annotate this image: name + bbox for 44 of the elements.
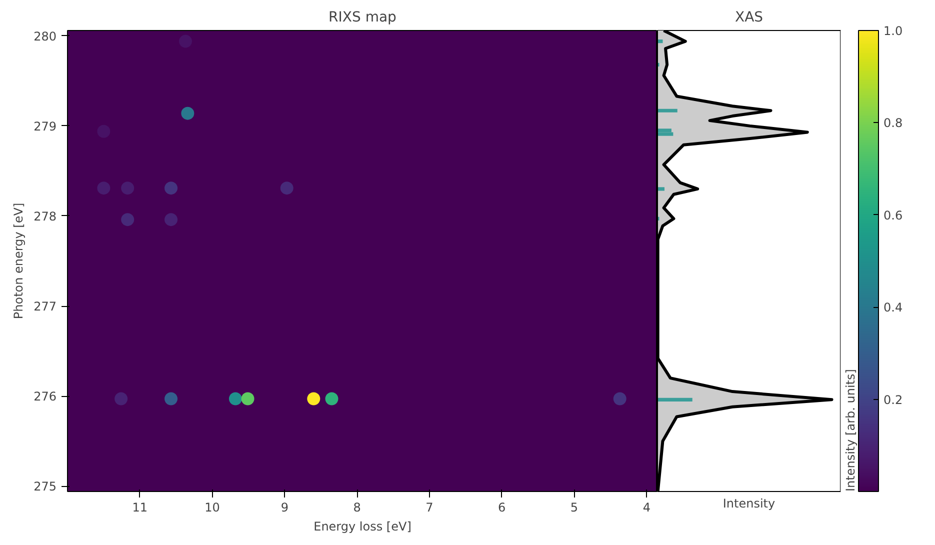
color-bar-label: 0.8 <box>884 116 903 130</box>
color-bar-label: 0.4 <box>884 300 903 315</box>
bar <box>658 108 678 112</box>
x-tick-label: 9 <box>280 500 288 514</box>
chart-title: XAS <box>734 10 764 26</box>
bar <box>658 132 674 136</box>
x-tick-label: 6 <box>498 500 506 514</box>
point <box>97 182 110 195</box>
x-tick-label: 7 <box>426 500 434 514</box>
x-tick-label: 10 <box>204 500 220 514</box>
bar <box>658 128 672 132</box>
y-tick-label: 275 <box>34 480 56 494</box>
point <box>241 392 254 406</box>
x-tick-label: 8 <box>353 500 361 514</box>
point <box>181 106 194 120</box>
point <box>325 392 338 406</box>
color-bar-label: 0.6 <box>884 208 903 222</box>
x-tick-label: 5 <box>570 500 578 514</box>
y-tick-label: 280 <box>34 29 56 44</box>
y-tick-label: 276 <box>34 390 56 404</box>
point <box>307 392 320 406</box>
y-axis-title: Photon energy [eV] <box>12 202 26 320</box>
chart-title: RIXS map <box>328 10 397 26</box>
point <box>164 392 178 406</box>
point <box>613 392 626 406</box>
point <box>164 182 178 195</box>
x-tick-label: 11 <box>132 500 148 514</box>
color-bar-label: 1.0 <box>884 24 903 38</box>
x-tick-label: 4 <box>642 500 650 514</box>
y-tick-label: 279 <box>34 119 56 134</box>
y-tick-label: 278 <box>34 209 56 224</box>
color-bar-label: 0.2 <box>884 392 903 407</box>
point <box>228 392 242 406</box>
y-tick-label: 277 <box>34 300 56 314</box>
color-bar-title: Intensity [arb. units] <box>844 369 858 492</box>
x-axis-title: Intensity <box>722 496 776 510</box>
point <box>280 182 294 195</box>
point <box>121 182 134 195</box>
point <box>164 213 178 226</box>
bar <box>658 398 692 402</box>
x-axis-title: Energy loss [eV] <box>314 520 412 534</box>
point <box>121 213 134 226</box>
point <box>114 392 128 406</box>
bar <box>658 187 664 191</box>
